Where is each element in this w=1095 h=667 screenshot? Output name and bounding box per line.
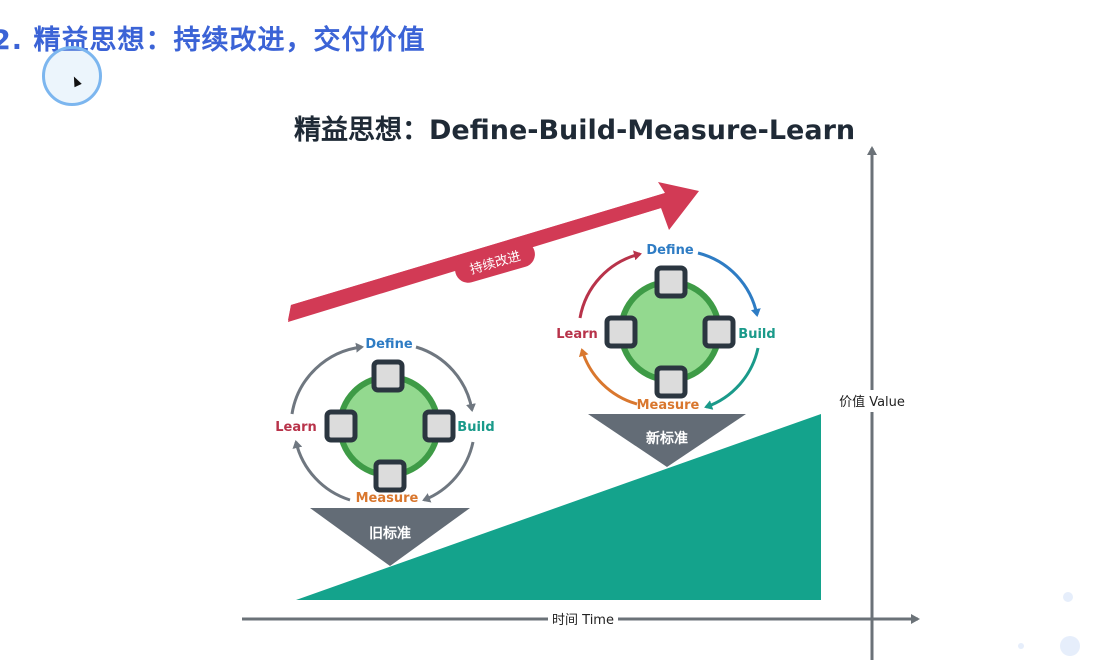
new-standard-label: 新标准 (646, 430, 688, 447)
new-standard-base (588, 414, 746, 467)
decorative-dot (1063, 592, 1073, 602)
diagram-title: 精益思想：Define-Build-Measure-Learn (294, 115, 856, 146)
old-learn-node-icon (324, 409, 358, 443)
new-define-node-icon (654, 265, 688, 299)
old-standard-base (310, 508, 470, 566)
new-define-label: Define (646, 243, 693, 258)
new-build-label: Build (738, 327, 775, 342)
decorative-dot (1060, 636, 1080, 656)
x-axis-label: 时间 Time (552, 613, 614, 628)
y-axis-label: 价值 Value (839, 394, 905, 410)
decorative-dot (1018, 643, 1024, 649)
new-measure-label: Measure (637, 398, 700, 413)
new-learn-node-icon (604, 315, 638, 349)
old-build-label: Build (457, 420, 494, 435)
old-measure-node-icon (373, 459, 407, 493)
improvement-label-pill (455, 241, 535, 283)
new-measure-node-icon (654, 365, 688, 399)
old-cycle: Define Build Measure Learn 旧标准 (275, 337, 495, 566)
new-learn-label: Learn (556, 327, 598, 342)
new-cycle: Define Build Measure Learn 新标准 (556, 243, 776, 467)
cursor-highlight (42, 46, 102, 106)
old-learn-label: Learn (275, 420, 317, 435)
value-growth-wedge (296, 414, 821, 600)
old-build-node-icon (422, 409, 456, 443)
old-standard-label: 旧标准 (369, 525, 411, 542)
old-define-label: Define (365, 337, 412, 352)
old-measure-label: Measure (356, 491, 419, 506)
old-define-node-icon (371, 359, 405, 393)
new-build-node-icon (702, 315, 736, 349)
